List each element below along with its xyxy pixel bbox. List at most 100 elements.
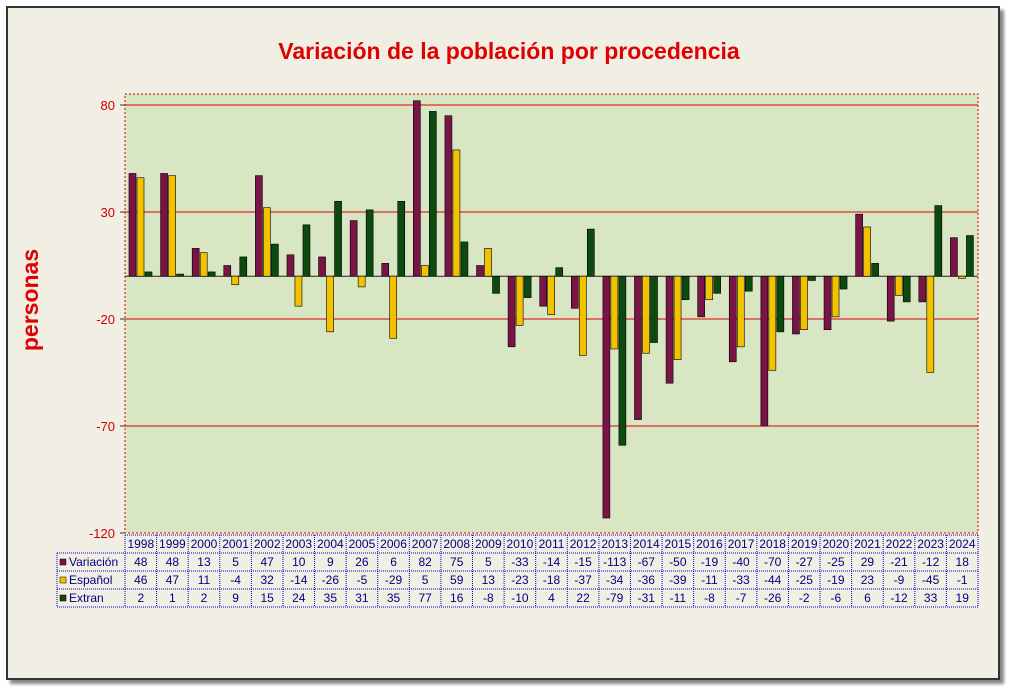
data-label: 2 bbox=[137, 591, 144, 605]
bar-español-2014 bbox=[642, 275, 650, 354]
bar-español-2012 bbox=[578, 275, 587, 356]
data-label: 2 bbox=[201, 591, 208, 605]
bar-español-2022 bbox=[894, 275, 903, 296]
x-tick-label: 2020 bbox=[822, 537, 849, 551]
bar-español-2000 bbox=[199, 252, 208, 277]
bar-variación-2002 bbox=[255, 175, 263, 277]
bar-extran-2020 bbox=[839, 275, 848, 290]
bar-variación-2000 bbox=[191, 248, 200, 277]
y-ticks: 80 30 -20 -70 -120 bbox=[89, 98, 125, 541]
data-label: -26 bbox=[322, 573, 340, 587]
data-label: 5 bbox=[485, 555, 492, 569]
data-label: 9 bbox=[327, 555, 334, 569]
bar-español-2015 bbox=[673, 275, 682, 360]
bar-extran-2000 bbox=[207, 271, 216, 277]
bar-español-2007 bbox=[421, 265, 429, 277]
bar-español-2005 bbox=[357, 275, 366, 288]
bar-variación-2006 bbox=[381, 263, 390, 277]
bar-español-2017 bbox=[736, 275, 745, 348]
bar-español-2010 bbox=[515, 275, 524, 326]
y-tick-label: 30 bbox=[101, 205, 115, 220]
x-tick-label: 2006 bbox=[380, 537, 407, 551]
data-label: 10 bbox=[292, 555, 306, 569]
data-label: 24 bbox=[292, 591, 306, 605]
data-label: 5 bbox=[232, 555, 239, 569]
bar-extran-2011 bbox=[555, 267, 564, 277]
bar-extran-2021 bbox=[871, 263, 879, 277]
x-tick-label: 2022 bbox=[886, 537, 913, 551]
bar-variación-2017 bbox=[728, 275, 737, 363]
bar-español-2019 bbox=[800, 275, 808, 331]
bars bbox=[128, 100, 974, 519]
x-tick-label: 2021 bbox=[854, 537, 881, 551]
data-label: -79 bbox=[606, 591, 624, 605]
legend-label-español: Español bbox=[69, 573, 112, 587]
data-label: -44 bbox=[764, 573, 782, 587]
data-label: -31 bbox=[638, 591, 656, 605]
bar-variación-2021 bbox=[855, 213, 863, 277]
data-label: 13 bbox=[482, 573, 496, 587]
x-tick-label: 2015 bbox=[665, 537, 692, 551]
x-tick-label: 2019 bbox=[791, 537, 818, 551]
y-axis-label: personas bbox=[17, 249, 43, 351]
data-label: -45 bbox=[922, 573, 940, 587]
data-label: -23 bbox=[511, 573, 529, 587]
bar-extran-2005 bbox=[365, 209, 374, 277]
x-tick-label: 2023 bbox=[917, 537, 944, 551]
bar-extran-2023 bbox=[934, 205, 943, 277]
bar-extran-2015 bbox=[681, 275, 690, 301]
x-tick-label: 2009 bbox=[475, 537, 502, 551]
bar-variación-1999 bbox=[160, 173, 168, 277]
bar-variación-2009 bbox=[476, 265, 484, 277]
data-table: 1998 1999 2000 2001 2002 2003 2004 2005 2006 2007… bbox=[56, 534, 979, 608]
x-tick-label: 2014 bbox=[633, 537, 660, 551]
data-label: -34 bbox=[606, 573, 624, 587]
data-label: -14 bbox=[290, 573, 308, 587]
legend-swatch-español bbox=[59, 576, 67, 584]
legend-swatch-extran bbox=[59, 594, 67, 602]
bar-variación-2020 bbox=[823, 275, 832, 331]
data-label: 26 bbox=[355, 555, 369, 569]
bar-extran-2001 bbox=[239, 256, 248, 277]
bar-extran-2006 bbox=[397, 201, 406, 277]
data-label: -11 bbox=[670, 591, 687, 605]
data-label: 75 bbox=[450, 555, 464, 569]
legend-label-extran: Extran bbox=[69, 591, 104, 605]
bar-extran-2019 bbox=[808, 275, 816, 281]
data-label: -15 bbox=[574, 555, 592, 569]
bar-español-2016 bbox=[705, 275, 713, 301]
data-label: -67 bbox=[638, 555, 656, 569]
bar-extran-2017 bbox=[744, 275, 753, 292]
data-label: 47 bbox=[166, 573, 180, 587]
bar-español-2024 bbox=[958, 275, 966, 279]
x-tick-label: 2010 bbox=[507, 537, 534, 551]
data-label: -8 bbox=[483, 591, 494, 605]
bar-español-1999 bbox=[168, 175, 176, 277]
bar-español-1998 bbox=[136, 177, 145, 277]
bar-español-2006 bbox=[389, 275, 398, 339]
bar-español-2004 bbox=[326, 275, 334, 333]
data-label: -21 bbox=[890, 555, 908, 569]
data-label: -25 bbox=[796, 573, 814, 587]
data-label: -39 bbox=[669, 573, 687, 587]
bar-variación-2016 bbox=[697, 275, 705, 318]
data-label: 47 bbox=[260, 555, 274, 569]
bar-variación-2005 bbox=[349, 220, 358, 277]
data-label: -1 bbox=[957, 573, 968, 587]
plot-border bbox=[124, 93, 979, 534]
data-label: -70 bbox=[764, 555, 782, 569]
data-label: -12 bbox=[890, 591, 908, 605]
data-label: 48 bbox=[134, 555, 148, 569]
bar-extran-2003 bbox=[302, 224, 311, 277]
data-label: 19 bbox=[956, 591, 970, 605]
data-label: 18 bbox=[956, 555, 970, 569]
bar-español-2002 bbox=[263, 207, 271, 277]
data-label: 16 bbox=[450, 591, 464, 605]
bar-extran-2010 bbox=[523, 275, 532, 298]
data-label: 15 bbox=[260, 591, 274, 605]
bar-español-2023 bbox=[926, 275, 935, 373]
data-label: -25 bbox=[827, 555, 845, 569]
data-label: -19 bbox=[701, 555, 719, 569]
bar-español-2008 bbox=[452, 149, 461, 277]
data-label: -50 bbox=[669, 555, 687, 569]
